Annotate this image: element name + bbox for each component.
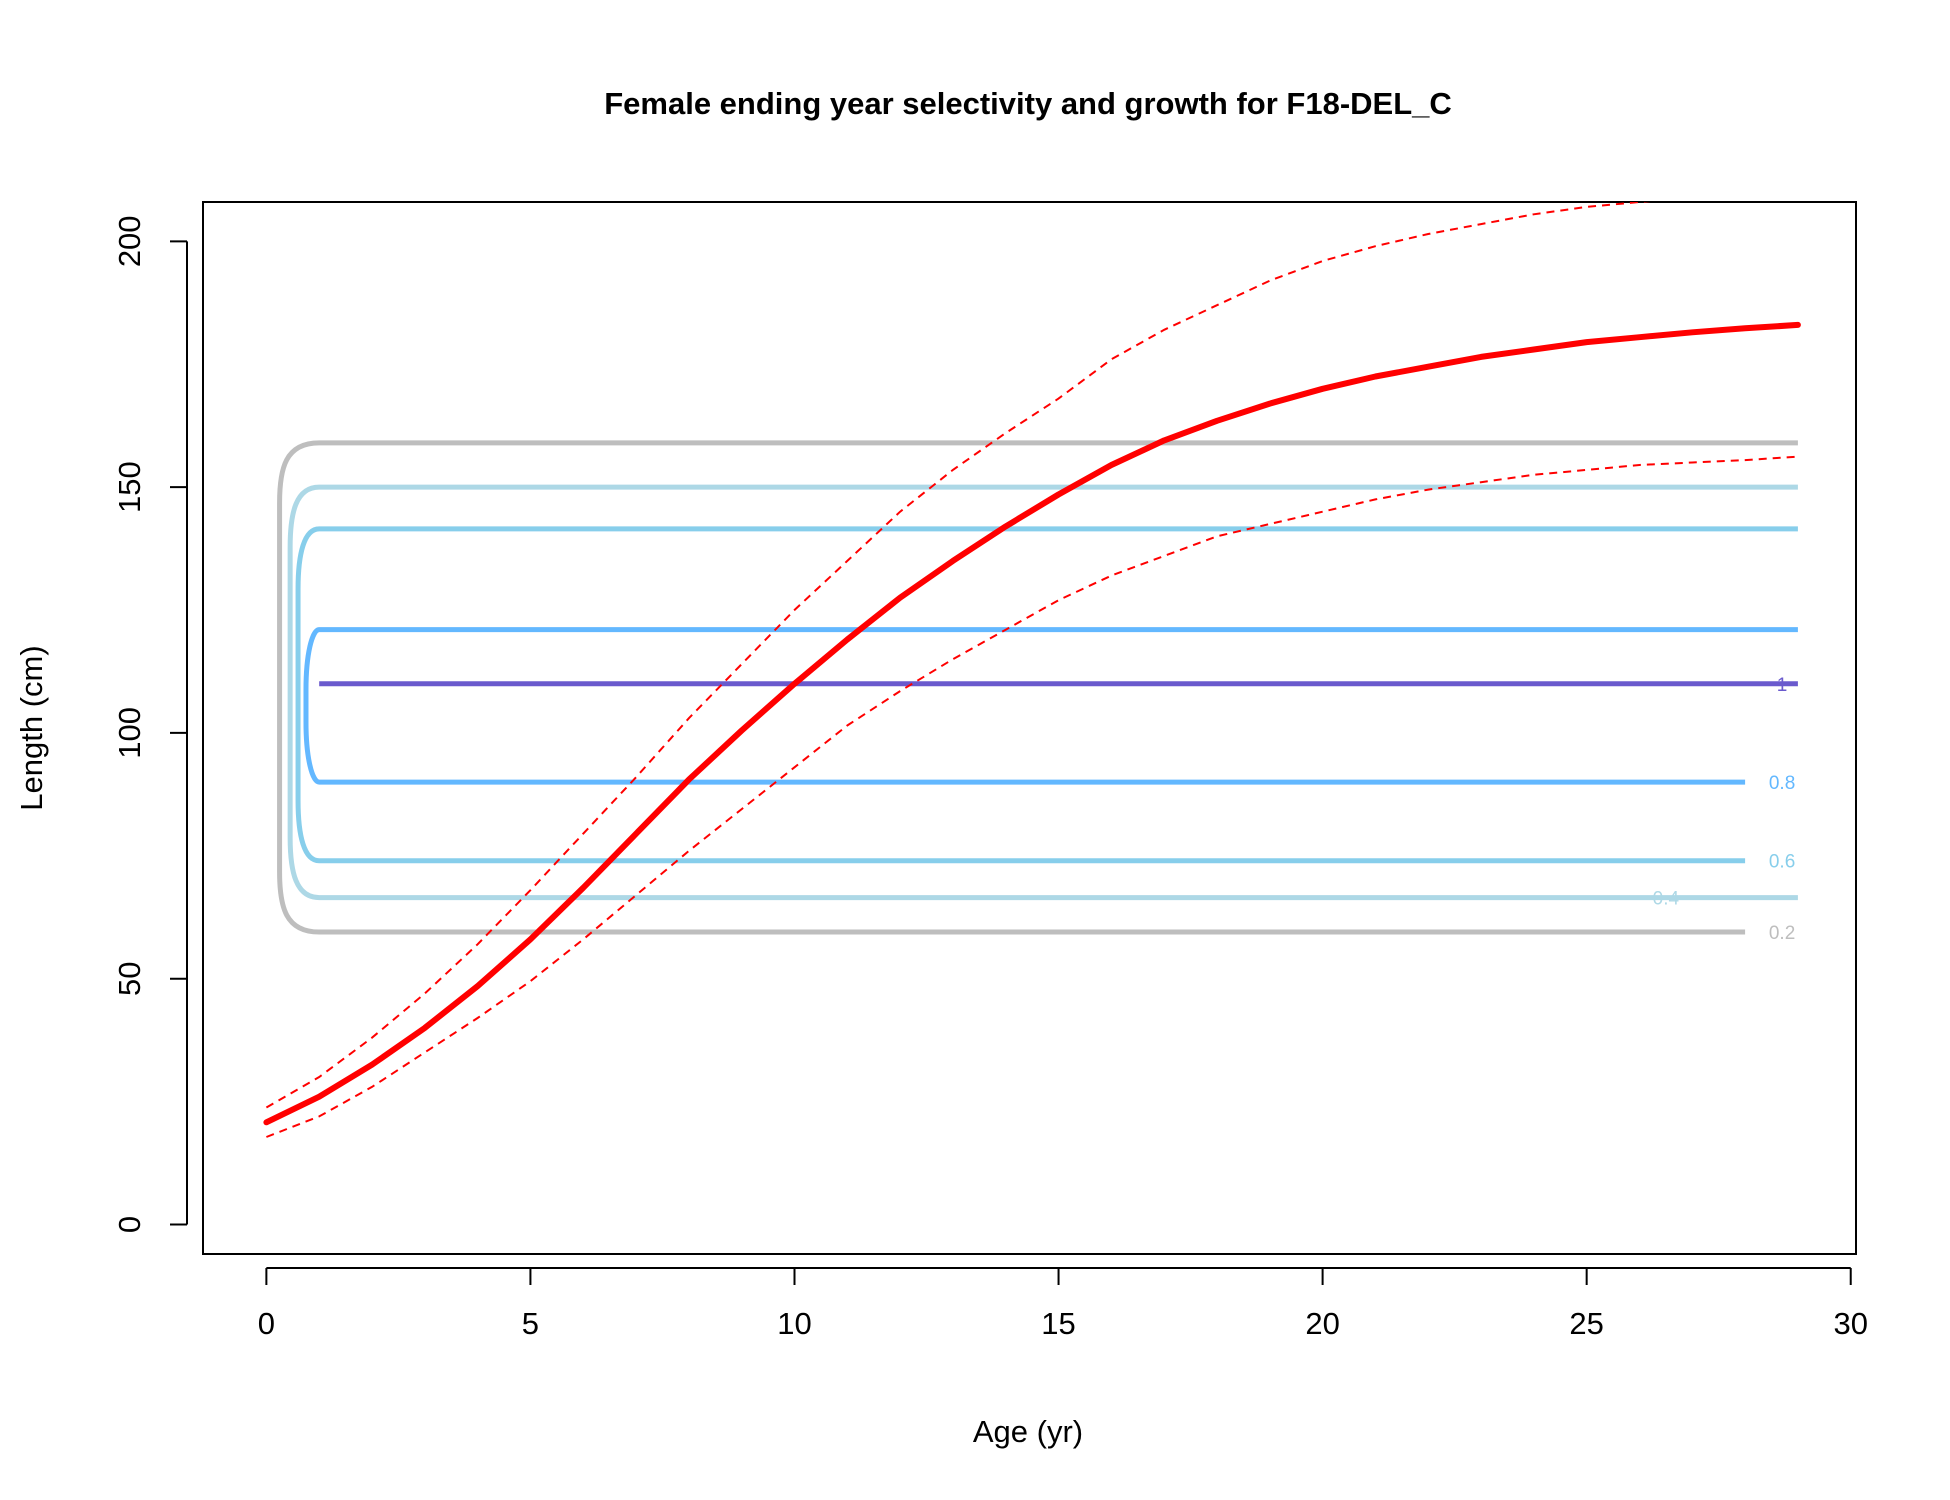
x-axis-label: Age (yr): [973, 1414, 1083, 1449]
contour-label-0-4: 0.4: [1653, 889, 1680, 910]
x-tick-label-0: 0: [258, 1306, 275, 1341]
contour-label-0-8: 0.8: [1769, 773, 1795, 794]
chart-title: Female ending year selectivity and growt…: [604, 86, 1452, 121]
contour-line-0-8: [303, 627, 1798, 785]
x-tick-label-20: 20: [1305, 1306, 1339, 1341]
y-axis-label: Length (cm): [14, 645, 49, 810]
selectivity-contours: 0.2 0.4 0.6 0.8 1: [277, 440, 1798, 944]
x-tick-label-30: 30: [1833, 1306, 1867, 1341]
x-axis: 0 5 10 15 20 25 30: [258, 1267, 1868, 1341]
y-tick-label-150: 150: [112, 461, 147, 513]
y-axis: 0 50 100 150 200: [112, 215, 188, 1233]
contour-label-0-2: 0.2: [1769, 923, 1795, 944]
growth-mean-line: [263, 321, 1801, 1126]
y-tick-label-100: 100: [112, 707, 147, 759]
y-tick-label-50: 50: [112, 961, 147, 995]
contour-label-0-6: 0.6: [1769, 852, 1795, 873]
x-tick-label-5: 5: [522, 1306, 539, 1341]
contour-line-0-2: [277, 440, 1798, 935]
contour-line-0-4: [287, 484, 1798, 901]
x-tick-label-15: 15: [1041, 1306, 1075, 1341]
contour-label-1: 1: [1777, 675, 1788, 696]
contour-line-0-6: [295, 526, 1798, 864]
y-tick-label-0: 0: [112, 1216, 147, 1233]
y-tick-label-200: 200: [112, 215, 147, 267]
x-tick-label-10: 10: [777, 1306, 811, 1341]
plot-frame: [202, 201, 1857, 1255]
x-tick-label-25: 25: [1569, 1306, 1603, 1341]
growth-lower-ci-line: [266, 455, 1798, 1138]
growth-curves: [263, 202, 1801, 1138]
growth-upper-ci-line: [265, 202, 1651, 1109]
